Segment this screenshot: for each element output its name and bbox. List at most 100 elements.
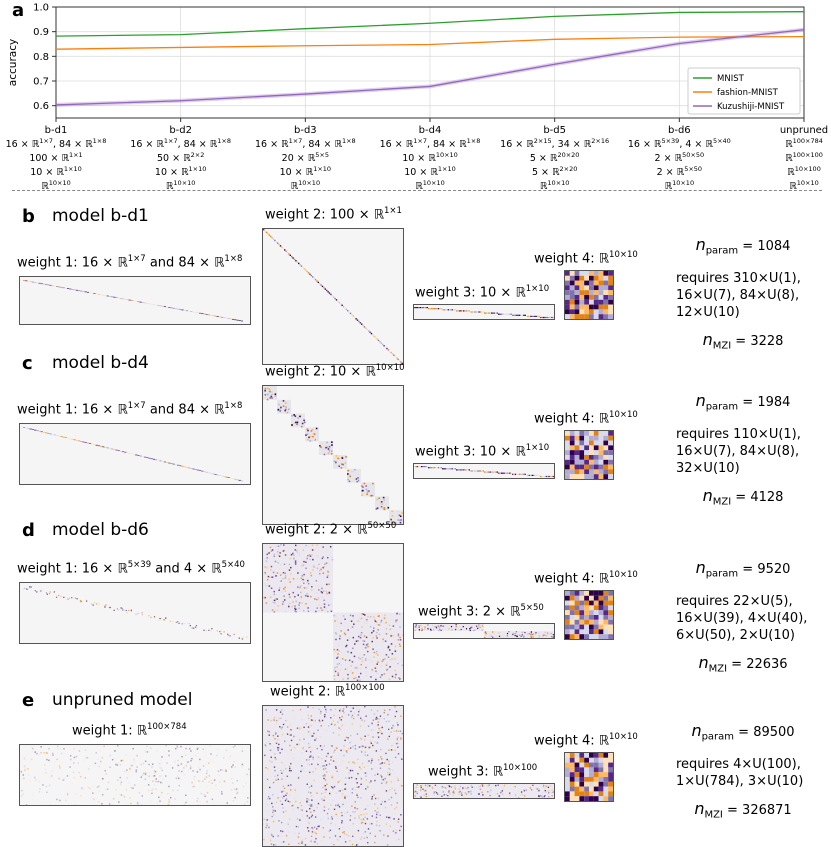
x-tick-detail: ℝ10×10: [41, 179, 71, 193]
x-tick-detail: 2 × ℝ50×50: [654, 151, 705, 165]
row-title: model b-d6: [52, 520, 149, 540]
weight-4-label: weight 4: ℝ10×10: [534, 732, 638, 749]
weight-matrix: [23, 427, 243, 482]
x-tick-detail: ℝ10×10: [290, 179, 321, 193]
x-tick-label-unpruned: unpruned ℝ100×784 ℝ100×100 ℝ10×100 ℝ10×10: [734, 125, 831, 193]
plot-border: [55, 6, 805, 119]
weight-2-matrix: [262, 705, 404, 847]
x-tick-detail: 10 × ℝ1×10: [30, 165, 82, 179]
weight-4-label: weight 4: ℝ10×10: [534, 250, 638, 267]
weight-matrix: [23, 586, 248, 640]
requires-list: requires 4×U(100), 1×U(784), 3×U(10): [676, 756, 822, 790]
y-tick-label: 0.6: [33, 101, 49, 112]
x-tick-detail: ℝ10×10: [539, 179, 570, 193]
n-mzi: nMZI = 4128: [702, 485, 784, 508]
x-tick-detail: 16 × ℝ5×39, 4 × ℝ5×40: [627, 137, 731, 151]
weight-matrix: [414, 624, 554, 638]
requires-line: 6×U(50), 2×U(10): [676, 627, 795, 643]
x-tick-label-b-d2: b-d2 16 × ℝ1×7, 84 × ℝ1×8 50 × ℝ2×2 10 × ℝ1…: [111, 125, 251, 193]
weight-1-label: weight 1: 16 × ℝ1×7 and 84 × ℝ1×8: [17, 401, 243, 418]
weight-1-matrix: [19, 744, 251, 806]
x-tick-detail: ℝ10×10: [165, 179, 196, 193]
weight-4-matrix: [564, 430, 614, 480]
series-line-fashion-mnist: [55, 35, 805, 50]
panel-letter-c: c: [22, 353, 33, 374]
x-tick-detail: 16 × ℝ2×15, 34 × ℝ2×16: [500, 137, 610, 151]
x-tick-detail: ℝ10×100: [787, 165, 821, 179]
row-title: model b-d4: [52, 353, 149, 373]
x-tick-detail: 16 × ℝ1×7, 84 × ℝ1×8: [379, 137, 481, 151]
weight-1-matrix: [19, 582, 251, 644]
weight-3-label: weight 3: 2 × ℝ5×50: [418, 603, 544, 620]
weight-matrix: [565, 591, 613, 639]
model-stats: nparam = 1984 requires 110×U(1), 16×U(7), …: [672, 392, 822, 510]
x-tick-detail: 2 × ℝ5×50: [656, 165, 703, 179]
row-title: model b-d1: [52, 206, 149, 226]
x-tick-label-b-d5: b-d5 16 × ℝ2×15, 34 × ℝ2×16 5 × ℝ20×20 5 × …: [485, 125, 625, 193]
n-param: nparam = 1084: [695, 235, 791, 257]
x-tick-detail: 10 × ℝ10×10: [402, 151, 458, 165]
weight-1-label: weight 1: ℝ100×784: [72, 722, 187, 739]
weight-2-label: weight 2: 2 × ℝ50×50: [265, 521, 397, 538]
x-tick-detail: 100 × ℝ1×1: [29, 151, 83, 165]
weight-matrix: [20, 745, 250, 805]
n-mzi: nMZI = 3228: [702, 329, 784, 352]
weight-matrix: [263, 386, 403, 524]
series-line-kuzushiji-mnist: [55, 29, 805, 106]
n-mzi: nMZI = 22636: [698, 652, 788, 675]
weight-4-label: weight 4: ℝ10×10: [534, 570, 638, 587]
x-tick-detail: ℝ100×784: [785, 137, 823, 151]
x-tick-category: b-d2: [169, 125, 192, 136]
x-tick-label-b-d1: b-d1 16 × ℝ1×7, 84 × ℝ1×8 100 × ℝ1×1 10 × ℝ…: [0, 125, 126, 193]
n-param: nparam = 1984: [695, 391, 791, 413]
requires-line: 32×U(10): [676, 460, 740, 476]
model-stats: nparam = 9520 requires 22×U(5), 16×U(39), …: [672, 559, 822, 677]
x-tick-detail: 5 × ℝ20×20: [529, 151, 580, 165]
weight-matrix: [263, 706, 403, 846]
weight-matrix: [263, 229, 403, 364]
requires-list: requires 22×U(5), 16×U(39), 4×U(40), 6×U(5…: [676, 593, 822, 644]
x-tick-detail: 5 × ℝ2×20: [531, 165, 578, 179]
panel-letter-a: a: [12, 0, 25, 21]
weight-1-matrix: [19, 423, 251, 485]
weight-3-label: weight 3: 10 × ℝ1×10: [415, 443, 550, 460]
panel-letter-d: d: [22, 520, 35, 541]
y-tick-label: 0.8: [33, 52, 49, 63]
weight-3-label: weight 3: ℝ10×100: [428, 763, 538, 780]
row-title: unpruned model: [52, 690, 193, 710]
x-tick-label-b-d4: b-d4 16 × ℝ1×7, 84 × ℝ1×8 10 × ℝ10×10 10 × …: [360, 125, 500, 193]
weight-3-matrix: [413, 304, 555, 320]
panel-letter-b: b: [22, 206, 35, 227]
weight-2-matrix: [262, 385, 404, 525]
requires-line: requires 110×U(1),: [676, 426, 801, 442]
requires-line: 16×U(7), 84×U(8),: [676, 287, 800, 303]
accuracy-chart: 1.0 0.9 0.8 0.7 0.6 accuracy MNIST fashion-MNIS…: [7, 3, 805, 122]
x-tick-detail: 10 × ℝ1×10: [404, 165, 456, 179]
requires-line: requires 4×U(100),: [676, 756, 801, 772]
x-tick-detail: ℝ100×100: [785, 151, 823, 165]
series-line-mnist: [55, 11, 805, 37]
legend-label: fashion-MNIST: [717, 88, 779, 98]
n-param: nparam = 9520: [695, 558, 791, 580]
weight-2-label: weight 2: 10 × ℝ10×10: [265, 363, 405, 380]
legend: [687, 67, 801, 115]
y-tick-label: 0.7: [33, 77, 49, 88]
weight-4-matrix: [564, 590, 614, 640]
weight-matrix: [414, 466, 554, 478]
x-tick-detail: ℝ10×10: [415, 179, 445, 193]
x-tick-category: unpruned: [779, 125, 829, 136]
requires-line: 16×U(39), 4×U(40),: [676, 610, 808, 626]
weight-4-label: weight 4: ℝ10×10: [534, 410, 638, 427]
n-param: nparam = 89500: [691, 721, 795, 743]
weight-3-matrix: [413, 783, 555, 799]
divider: [12, 190, 822, 191]
model-stats: nparam = 89500 requires 4×U(100), 1×U(784)…: [672, 722, 822, 823]
x-tick-category: b-d6: [667, 125, 691, 136]
weight-matrix: [565, 431, 613, 479]
x-tick-detail: ℝ10×10: [789, 179, 819, 193]
legend-label: Kuzushiji-MNIST: [717, 102, 785, 112]
weight-2-label: weight 2: ℝ100×100: [270, 683, 385, 700]
weight-4-matrix: [564, 270, 614, 320]
x-tick-category: b-d1: [44, 125, 68, 136]
weight-2-matrix: [262, 543, 404, 682]
